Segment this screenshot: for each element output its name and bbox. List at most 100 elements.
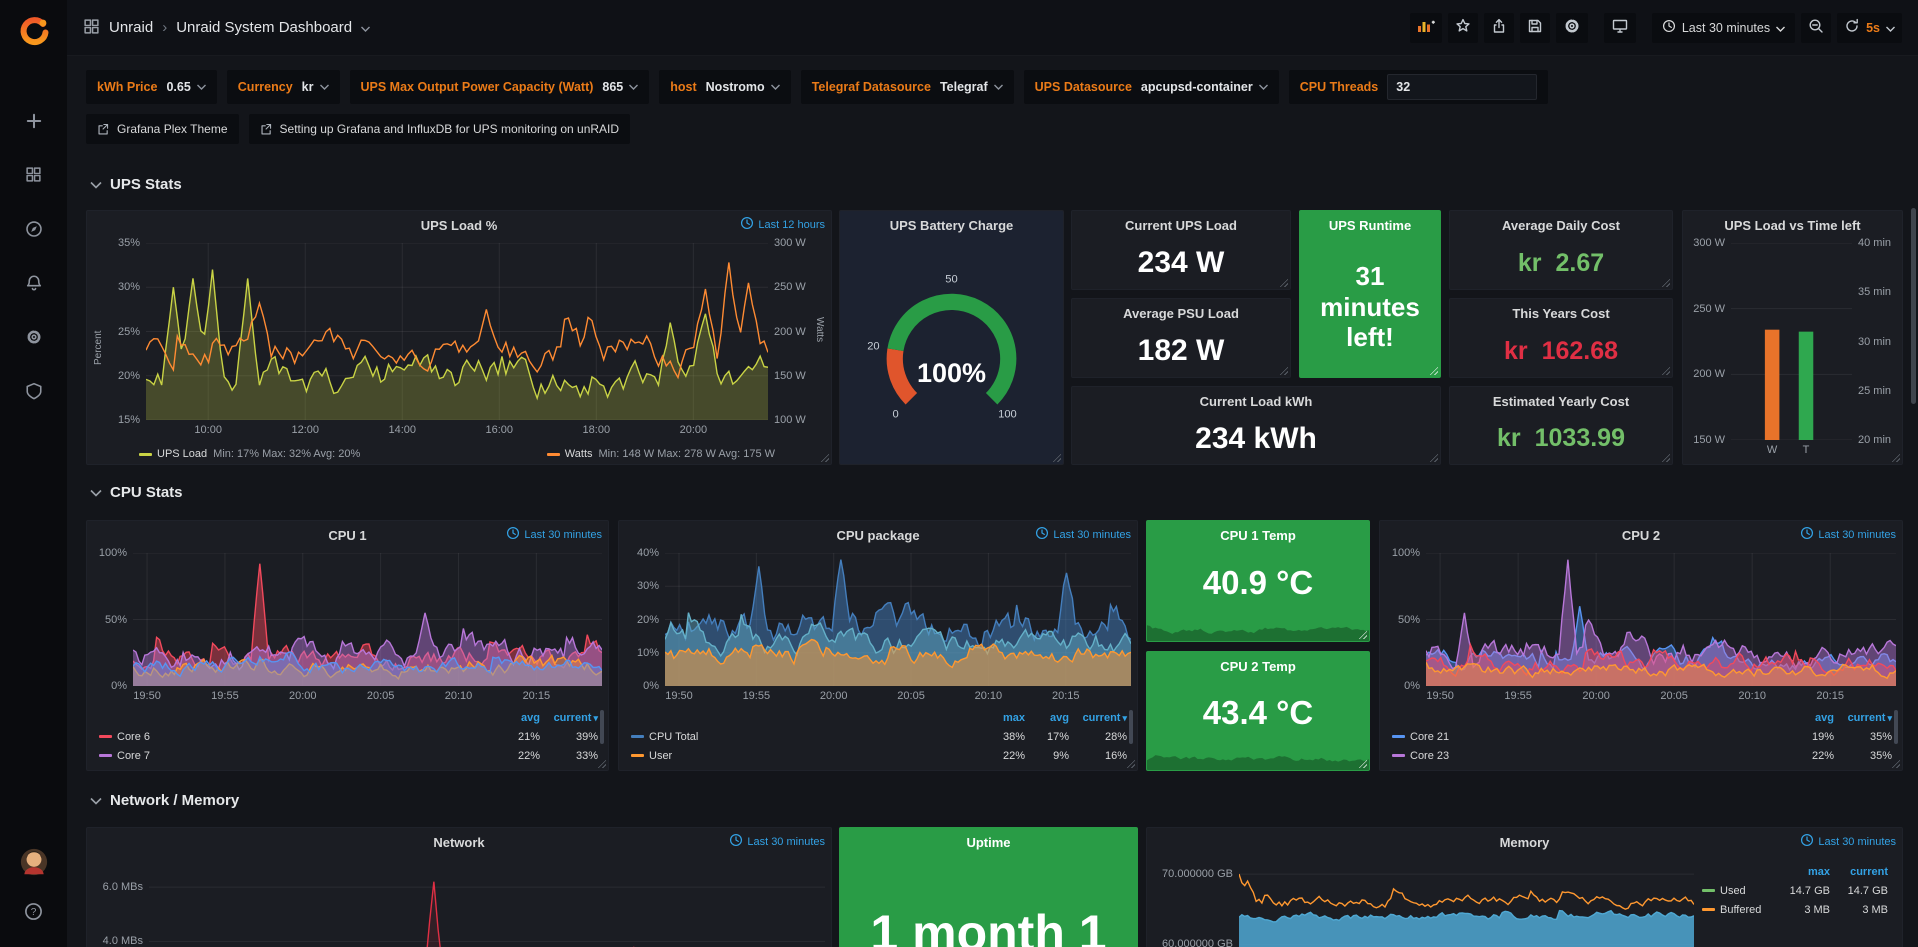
- panel-title[interactable]: UPS Runtime: [1328, 217, 1412, 233]
- panel-title[interactable]: Estimated Yearly Cost: [1492, 393, 1630, 409]
- time-range-picker[interactable]: Last 30 minutes: [1651, 12, 1796, 43]
- legend-series-toggle[interactable]: Core 7: [99, 750, 488, 762]
- panel-resize-handle[interactable]: [1891, 759, 1900, 768]
- link-ups-monitoring-guide[interactable]: Setting up Grafana and InfluxDB for UPS …: [248, 114, 631, 144]
- star-dashboard-button[interactable]: [1447, 12, 1478, 43]
- panel-time-range[interactable]: Last 30 minutes: [1800, 526, 1896, 543]
- panel-time-range[interactable]: Last 30 minutes: [729, 833, 825, 850]
- variable-kwh-price[interactable]: kWh Price 0.65: [86, 70, 217, 104]
- legend-series-toggle[interactable]: User: [631, 750, 977, 762]
- save-dashboard-button[interactable]: [1519, 12, 1550, 43]
- legend-series-toggle[interactable]: UPS Load: [157, 448, 208, 460]
- panel-title[interactable]: Average PSU Load: [1123, 305, 1239, 321]
- sidebar-create-button[interactable]: [0, 100, 67, 144]
- legend-series-toggle[interactable]: Watts: [564, 448, 593, 460]
- plot-area[interactable]: 19:50 19:55 20:00 20:05 20:10 20:15: [1426, 549, 1896, 704]
- refresh-interval-label[interactable]: 5s: [1866, 20, 1880, 35]
- apps-grid-icon[interactable]: [83, 18, 100, 38]
- sidebar-alerting-button[interactable]: [0, 262, 67, 306]
- breadcrumb-app[interactable]: Unraid: [109, 19, 154, 36]
- plot-area[interactable]: 19:50 19:55 20:00 20:05 20:10 20:15: [133, 549, 602, 704]
- panel-resize-handle[interactable]: [597, 759, 606, 768]
- legend-series-toggle[interactable]: Core 23: [1392, 750, 1782, 762]
- legend-scrollbar[interactable]: [600, 710, 604, 744]
- panel-title[interactable]: Network: [433, 834, 485, 850]
- variable-host[interactable]: host Nostromo: [659, 70, 791, 104]
- panel-title[interactable]: Memory: [1499, 834, 1550, 850]
- dashboard-dropdown-caret[interactable]: [361, 20, 371, 35]
- panel-title[interactable]: This Years Cost: [1512, 305, 1610, 321]
- panel-title[interactable]: Average Daily Cost: [1501, 217, 1620, 233]
- page-scrollbar[interactable]: [1911, 208, 1916, 404]
- breadcrumb-dashboard[interactable]: Unraid System Dashboard: [176, 19, 353, 36]
- variable-ups-max-output[interactable]: UPS Max Output Power Capacity (Watt) 865: [349, 70, 650, 104]
- panel-time-range[interactable]: Last 30 minutes: [1035, 526, 1131, 543]
- panel-title[interactable]: Uptime: [966, 834, 1011, 850]
- panel-resize-handle[interactable]: [1126, 759, 1135, 768]
- link-grafana-plex-theme[interactable]: Grafana Plex Theme: [86, 114, 239, 144]
- sidebar-server-admin-button[interactable]: [0, 370, 67, 414]
- refresh-button[interactable]: 5s: [1837, 12, 1902, 43]
- panel-time-range[interactable]: Last 30 minutes: [506, 526, 602, 543]
- panel-title[interactable]: UPS Load vs Time left: [1724, 217, 1861, 233]
- grafana-logo[interactable]: [0, 0, 67, 64]
- legend-sort-avg[interactable]: avg: [521, 711, 540, 724]
- plot-area[interactable]: 10:00 12:00 14:00 16:00 18:00 20:00: [146, 239, 768, 438]
- panel-title[interactable]: CPU 2: [1621, 527, 1661, 543]
- panel-time-range[interactable]: Last 12 hours: [740, 216, 825, 233]
- panel-title[interactable]: Current Load kWh: [1199, 393, 1313, 409]
- legend-scrollbar[interactable]: [1894, 710, 1898, 744]
- legend-sort-avg[interactable]: avg: [1815, 711, 1834, 724]
- dashboard-settings-button[interactable]: [1555, 12, 1588, 43]
- plot-area[interactable]: [149, 856, 825, 947]
- panel-title[interactable]: CPU 1: [328, 527, 367, 543]
- panel-title[interactable]: CPU package: [836, 527, 920, 543]
- legend-sort-current[interactable]: current: [1069, 712, 1127, 724]
- plot-area[interactable]: 19:50 19:55 20:00 20:05 20:10 20:15: [665, 549, 1131, 704]
- add-panel-button[interactable]: [1409, 12, 1442, 43]
- panel-title[interactable]: UPS Load %: [420, 217, 498, 233]
- legend-series-toggle[interactable]: CPU Total: [631, 731, 977, 743]
- panel-resize-handle[interactable]: [1358, 630, 1367, 639]
- user-avatar[interactable]: [0, 841, 67, 885]
- legend-sort-max[interactable]: max: [1807, 865, 1830, 878]
- legend-series-toggle[interactable]: Core 21: [1392, 731, 1782, 743]
- legend-sort-avg[interactable]: avg: [1050, 711, 1069, 724]
- section-ups-stats[interactable]: UPS Stats: [90, 176, 182, 193]
- panel-resize-handle[interactable]: [1429, 366, 1438, 375]
- cpu-threads-input[interactable]: [1387, 74, 1538, 100]
- variable-ups-datasource[interactable]: UPS Datasource apcupsd-container: [1023, 70, 1279, 104]
- section-cpu-stats[interactable]: CPU Stats: [90, 484, 183, 501]
- panel-resize-handle[interactable]: [1279, 366, 1288, 375]
- panel-time-range[interactable]: Last 30 minutes: [1800, 833, 1896, 850]
- panel-title[interactable]: CPU 2 Temp: [1220, 658, 1296, 674]
- share-dashboard-button[interactable]: [1483, 12, 1514, 43]
- panel-title[interactable]: CPU 1 Temp: [1220, 527, 1296, 543]
- variable-cpu-threads[interactable]: CPU Threads: [1288, 70, 1549, 104]
- panel-resize-handle[interactable]: [1891, 453, 1900, 462]
- legend-series-toggle[interactable]: Core 6: [99, 731, 488, 743]
- panel-title[interactable]: Current UPS Load: [1125, 217, 1237, 233]
- zoom-out-button[interactable]: [1801, 12, 1832, 43]
- legend-sort-current[interactable]: current: [1834, 712, 1892, 724]
- panel-resize-handle[interactable]: [1358, 759, 1367, 768]
- legend-series-toggle[interactable]: Used: [1702, 885, 1778, 897]
- help-button[interactable]: ?: [0, 891, 67, 935]
- variable-telegraf-datasource[interactable]: Telegraf Datasource Telegraf: [800, 70, 1014, 104]
- legend-sort-max[interactable]: max: [1002, 711, 1025, 724]
- panel-title[interactable]: UPS Battery Charge: [889, 217, 1014, 233]
- panel-resize-handle[interactable]: [1052, 453, 1061, 462]
- panel-resize-handle[interactable]: [1661, 453, 1670, 462]
- legend-sort-current[interactable]: current: [540, 712, 598, 724]
- variable-currency[interactable]: Currency kr: [226, 70, 340, 104]
- legend-sort-current[interactable]: current: [1850, 865, 1888, 878]
- sidebar-explore-button[interactable]: [0, 208, 67, 252]
- cycle-view-button[interactable]: [1603, 12, 1636, 43]
- sidebar-configuration-button[interactable]: [0, 316, 67, 360]
- legend-series-toggle[interactable]: Buffered: [1702, 904, 1778, 916]
- panel-resize-handle[interactable]: [1429, 453, 1438, 462]
- legend-scrollbar[interactable]: [1129, 710, 1133, 744]
- plot-area[interactable]: [1239, 856, 1694, 947]
- sidebar-dashboards-button[interactable]: [0, 154, 67, 198]
